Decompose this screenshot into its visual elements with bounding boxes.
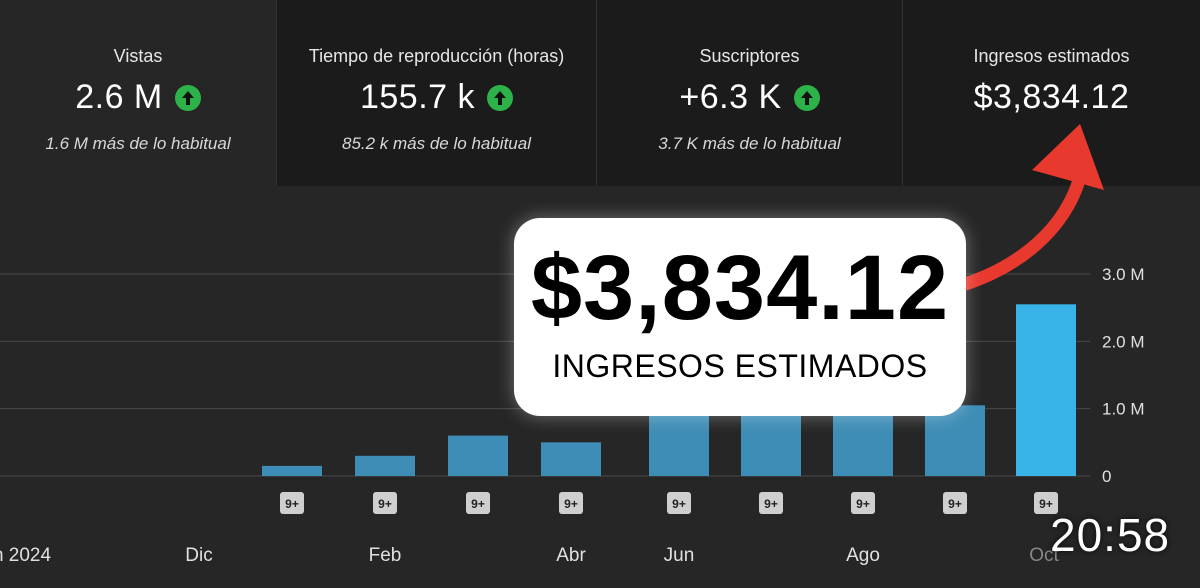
arrow-up-icon <box>793 84 820 111</box>
y-tick-label: 2.0 M <box>1102 332 1145 351</box>
revenue-callout: $3,834.12 INGRESOS ESTIMADOS <box>514 218 966 416</box>
badge-label: 9+ <box>672 497 686 511</box>
badge-label: 9+ <box>948 497 962 511</box>
stat-value: +6.3 K <box>679 78 782 116</box>
stat-sub: 85.2 k más de lo habitual <box>341 134 531 153</box>
stat-label: Suscriptores <box>699 46 800 66</box>
video-timestamp: 20:58 <box>1050 509 1171 561</box>
badge-label: 9+ <box>471 497 485 511</box>
badge-label: 9+ <box>856 497 870 511</box>
x-tick-label: Dic <box>185 545 212 566</box>
chart-bar <box>541 442 601 476</box>
chart-bar <box>741 412 801 476</box>
chart-bar <box>833 412 893 476</box>
badge-box <box>280 492 304 514</box>
y-tick-label: 3.0 M <box>1102 265 1145 284</box>
arrow-up-icon <box>487 84 514 111</box>
stats-row: Vistas 2.6 M 1.6 M más de lo habitual Ti… <box>0 0 1200 186</box>
chart-bar <box>262 465 322 476</box>
stat-value: 155.7 k <box>359 78 476 116</box>
stat-value: 2.6 M <box>75 78 163 116</box>
badge-box <box>466 492 490 514</box>
stat-label: Vistas <box>113 46 163 66</box>
x-tick-label: Ago <box>846 545 880 566</box>
chart-bar <box>925 405 985 476</box>
x-tick-label: Jun <box>664 545 695 566</box>
stat-label: Ingresos estimados <box>973 46 1130 66</box>
callout-amount: $3,834.12 <box>530 237 950 339</box>
chart-bar <box>448 435 508 476</box>
badge-label: 9+ <box>764 497 778 511</box>
badge-box <box>851 492 875 514</box>
x-tick-label: Oct <box>1029 545 1059 566</box>
badge-box <box>943 492 967 514</box>
chart-bar <box>1016 304 1076 476</box>
stat-sub: 3.7 K más de lo habitual <box>658 134 841 153</box>
stat-card-vistas[interactable]: Vistas 2.6 M 1.6 M más de lo habitual <box>0 0 276 186</box>
badge-label: 9+ <box>285 497 299 511</box>
x-tick-label: n 2024 <box>0 545 51 566</box>
stat-card-tiempo[interactable]: Tiempo de reproducción (horas) 155.7 k 8… <box>276 0 596 186</box>
y-tick-label: 0 <box>1102 467 1111 486</box>
stat-label: Tiempo de reproducción (horas) <box>308 46 565 66</box>
stat-card-suscriptores[interactable]: Suscriptores +6.3 K 3.7 K más de lo habi… <box>596 0 902 186</box>
badge-label: 9+ <box>564 497 578 511</box>
x-tick-label: Feb <box>369 545 402 566</box>
badge-box <box>373 492 397 514</box>
badge-box <box>667 492 691 514</box>
stat-value: $3,834.12 <box>973 78 1130 116</box>
x-tick-label: Abr <box>556 545 586 566</box>
badge-label: 9+ <box>378 497 392 511</box>
chart-bar <box>649 412 709 476</box>
chart-bar <box>355 455 415 476</box>
badge-box <box>759 492 783 514</box>
callout-caption: INGRESOS ESTIMADOS <box>552 348 928 384</box>
badge-box <box>559 492 583 514</box>
badge-label: 9+ <box>1039 497 1053 511</box>
badge-box <box>1034 492 1058 514</box>
arrow-up-icon <box>174 84 201 111</box>
y-tick-label: 1.0 M <box>1102 400 1145 419</box>
stat-sub: 1.6 M más de lo habitual <box>45 134 231 153</box>
